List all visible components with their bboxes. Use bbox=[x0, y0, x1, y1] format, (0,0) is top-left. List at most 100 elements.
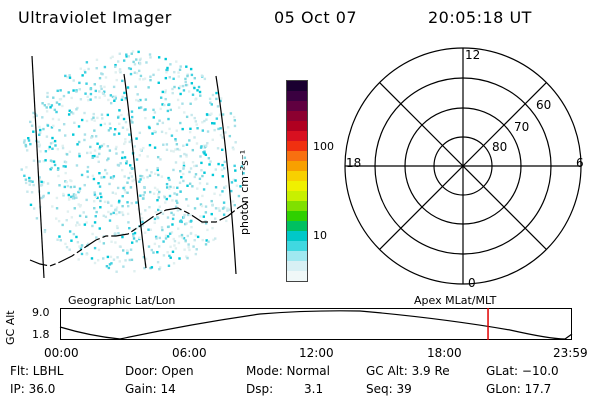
emission-pixel bbox=[181, 236, 184, 239]
emission-pixel bbox=[47, 103, 50, 106]
glat-status: GLat: −10.0 bbox=[486, 364, 559, 378]
emission-pixel bbox=[56, 167, 60, 170]
emission-pixel bbox=[221, 136, 224, 139]
emission-pixel bbox=[78, 187, 82, 190]
emission-pixel bbox=[127, 55, 130, 58]
emission-pixel bbox=[178, 235, 181, 238]
emission-pixel bbox=[114, 147, 118, 151]
emission-pixel bbox=[138, 61, 142, 65]
emission-pixel bbox=[25, 166, 28, 169]
emission-pixel bbox=[173, 192, 176, 195]
emission-pixel bbox=[133, 145, 136, 148]
emission-pixel bbox=[153, 221, 156, 224]
emission-pixel bbox=[189, 127, 192, 131]
emission-pixel bbox=[93, 129, 96, 132]
emission-pixel bbox=[59, 97, 63, 101]
emission-pixel bbox=[183, 111, 186, 114]
emission-pixel bbox=[210, 103, 214, 106]
emission-pixel bbox=[99, 192, 102, 195]
emission-pixel bbox=[188, 248, 191, 252]
emission-pixel bbox=[187, 246, 190, 249]
emission-pixel bbox=[194, 234, 198, 237]
emission-pixel bbox=[87, 67, 90, 71]
emission-pixel bbox=[94, 96, 97, 99]
emission-pixel bbox=[77, 203, 80, 206]
emission-pixel bbox=[106, 113, 110, 117]
uv-image-panel bbox=[20, 50, 249, 279]
emission-pixel bbox=[117, 232, 120, 235]
emission-pixel bbox=[72, 232, 76, 236]
emission-pixel bbox=[105, 265, 109, 268]
emission-pixel bbox=[104, 215, 108, 219]
emission-pixel bbox=[191, 185, 194, 188]
emission-pixel bbox=[172, 150, 175, 153]
emission-pixel bbox=[93, 154, 96, 158]
emission-pixel bbox=[110, 262, 113, 265]
emission-pixel bbox=[73, 121, 76, 125]
emission-pixel bbox=[96, 142, 99, 145]
emission-pixel bbox=[116, 256, 119, 259]
emission-pixel bbox=[132, 178, 136, 182]
emission-pixel bbox=[78, 214, 82, 218]
emission-pixel bbox=[145, 61, 148, 64]
emission-pixel bbox=[200, 204, 204, 208]
emission-pixel bbox=[38, 179, 42, 182]
emission-pixel bbox=[126, 250, 129, 253]
emission-pixel bbox=[122, 142, 126, 146]
emission-pixel bbox=[156, 168, 159, 172]
emission-pixel bbox=[182, 167, 185, 170]
emission-pixel bbox=[232, 178, 235, 181]
emission-pixel bbox=[176, 147, 179, 151]
emission-pixel bbox=[214, 207, 218, 210]
emission-pixel bbox=[156, 198, 159, 202]
emission-pixel bbox=[222, 213, 226, 216]
emission-pixel bbox=[181, 84, 185, 88]
emission-pixel bbox=[171, 87, 174, 91]
emission-pixel bbox=[137, 50, 140, 54]
emission-pixel bbox=[124, 140, 127, 144]
emission-pixel bbox=[159, 107, 162, 111]
emission-pixel bbox=[206, 182, 209, 185]
emission-pixel bbox=[202, 215, 206, 218]
emission-pixel bbox=[231, 200, 235, 203]
emission-pixel bbox=[38, 125, 41, 129]
emission-pixel bbox=[133, 270, 136, 273]
emission-pixel bbox=[217, 162, 220, 166]
emission-pixel bbox=[197, 85, 201, 89]
colorbar-segment bbox=[287, 141, 307, 151]
emission-pixel bbox=[148, 205, 151, 209]
emission-pixel bbox=[171, 250, 175, 254]
emission-pixel bbox=[65, 180, 68, 184]
emission-pixel bbox=[57, 118, 61, 121]
emission-pixel bbox=[211, 93, 215, 97]
emission-pixel bbox=[223, 160, 226, 164]
emission-pixel bbox=[106, 255, 110, 259]
emission-pixel bbox=[118, 109, 121, 112]
emission-pixel bbox=[120, 168, 124, 172]
emission-pixel bbox=[188, 170, 191, 174]
emission-pixel bbox=[152, 192, 156, 195]
emission-pixel bbox=[75, 164, 79, 167]
emission-pixel bbox=[198, 90, 202, 94]
emission-pixel bbox=[108, 263, 112, 266]
emission-pixel bbox=[56, 147, 60, 151]
emission-pixel bbox=[201, 121, 204, 124]
emission-dots bbox=[20, 50, 247, 273]
emission-pixel bbox=[32, 130, 35, 133]
emission-pixel bbox=[51, 141, 55, 144]
emission-pixel bbox=[78, 88, 81, 91]
emission-pixel bbox=[62, 94, 66, 98]
gc-alt-max: 9.0 bbox=[32, 306, 50, 319]
emission-pixel bbox=[81, 74, 84, 77]
emission-pixel bbox=[135, 98, 138, 102]
emission-pixel bbox=[41, 116, 44, 119]
emission-pixel bbox=[134, 85, 137, 88]
emission-pixel bbox=[208, 163, 211, 166]
emission-pixel bbox=[52, 124, 55, 128]
emission-pixel bbox=[38, 176, 41, 179]
emission-pixel bbox=[163, 196, 167, 199]
emission-pixel bbox=[27, 139, 31, 142]
emission-pixel bbox=[126, 204, 130, 208]
emission-pixel bbox=[56, 168, 60, 172]
emission-pixel bbox=[40, 196, 43, 200]
